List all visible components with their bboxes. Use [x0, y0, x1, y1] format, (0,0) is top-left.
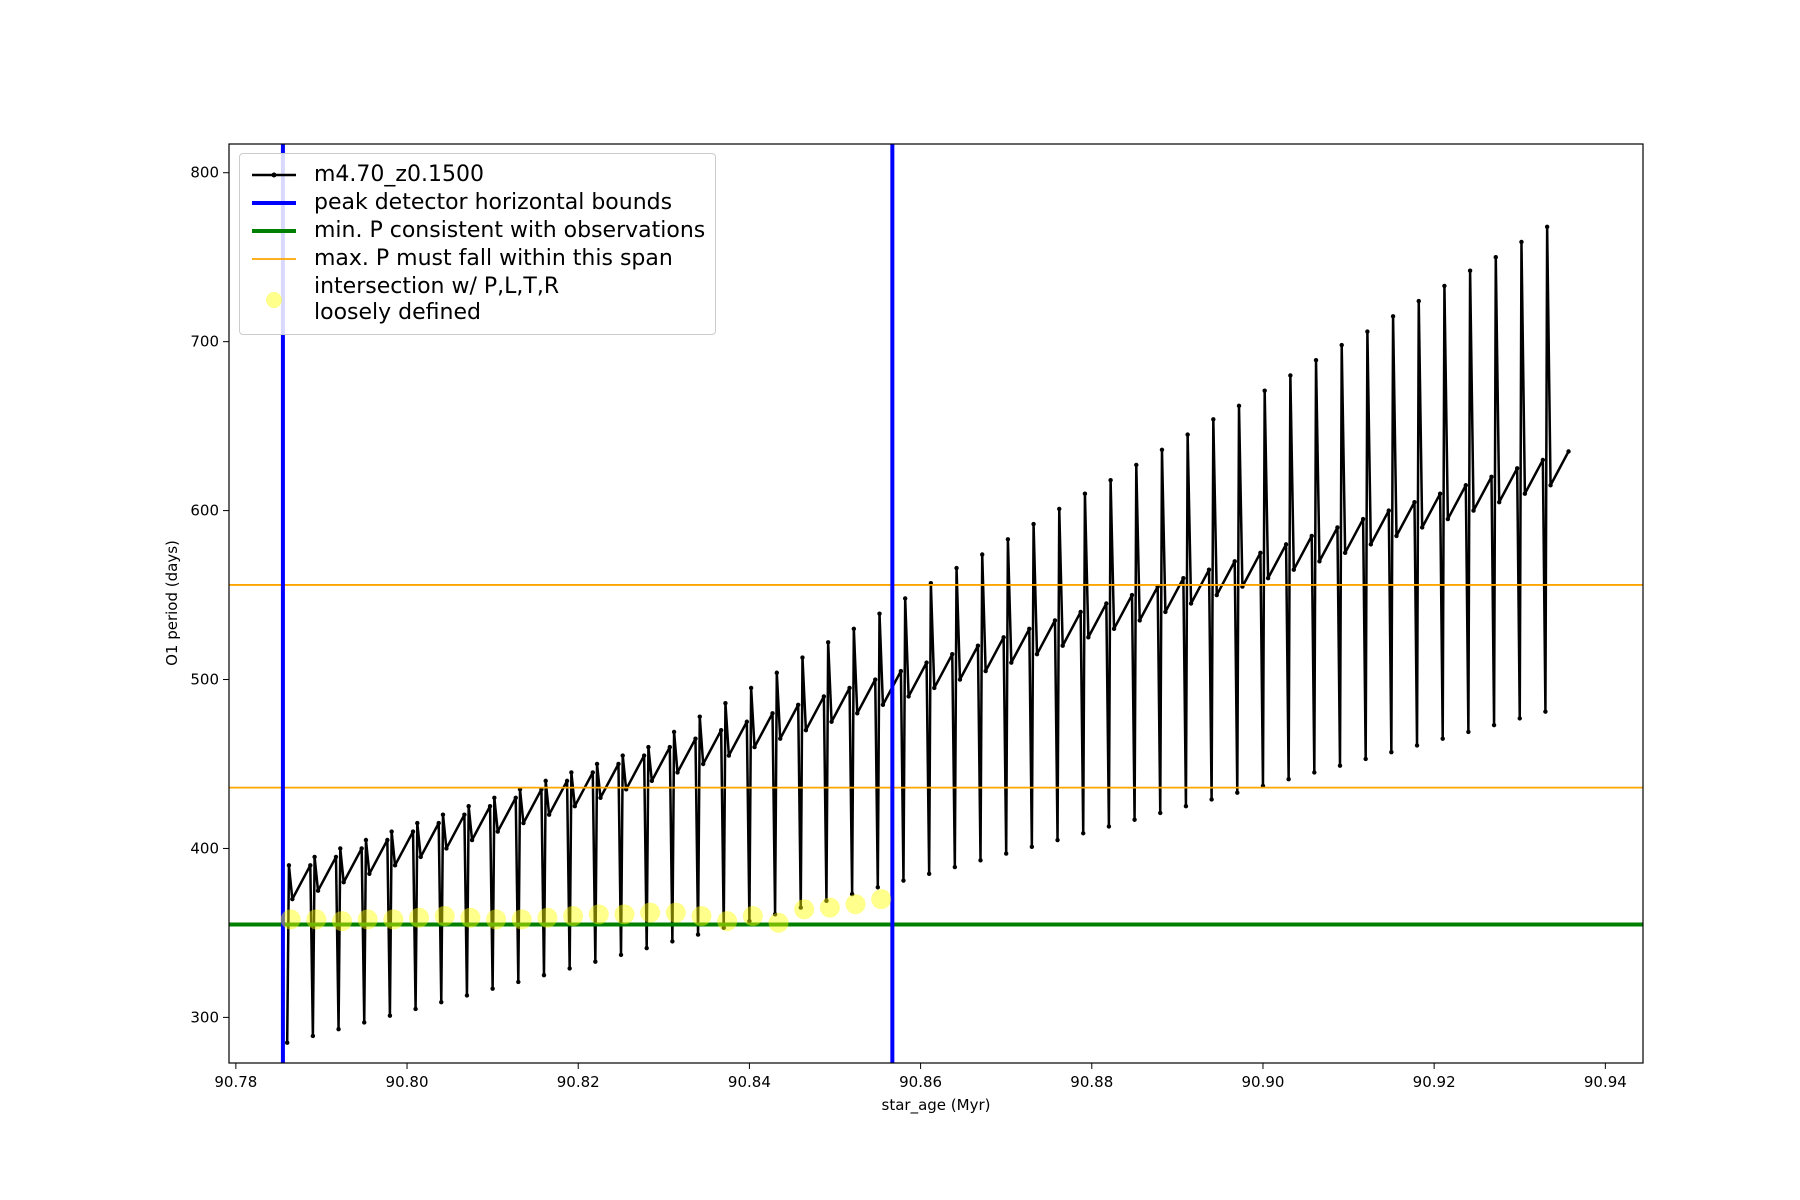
- x-tick-label: 90.92: [1413, 1073, 1456, 1091]
- scatter-point: [640, 902, 661, 923]
- y-tick-label: 300: [190, 1008, 219, 1026]
- legend-label: min. P consistent with observations: [314, 218, 706, 243]
- scatter-point: [306, 909, 327, 930]
- scatter-point: [614, 904, 635, 925]
- x-tick-label: 90.90: [1241, 1073, 1284, 1091]
- legend-mark: [271, 172, 277, 178]
- legend-entry: max. P must fall within this span: [248, 246, 705, 272]
- data-line: [284, 224, 1571, 1045]
- x-tick-label: 90.88: [1070, 1073, 1113, 1091]
- y-axis-label: O1 period (days): [163, 540, 181, 666]
- legend-label: m4.70_z0.1500: [314, 162, 484, 187]
- legend-symbol: [266, 292, 282, 308]
- scatter-point: [742, 906, 763, 927]
- scatter-point: [280, 909, 301, 930]
- legend-label: intersection w/ P,L,T,R loosely defined: [314, 274, 560, 325]
- x-tick-label: 90.86: [899, 1073, 942, 1091]
- y-tick-label: 800: [190, 164, 219, 182]
- scatter-point: [383, 909, 404, 930]
- y-tick-label: 400: [190, 839, 219, 857]
- plot-frame: [228, 143, 1644, 1064]
- scatter-point: [691, 906, 712, 927]
- scatter-point: [460, 907, 481, 928]
- scatter-point: [434, 906, 455, 927]
- scatter-point: [717, 911, 738, 932]
- scatter-point: [588, 904, 609, 925]
- scatter-point: [409, 907, 430, 928]
- scatter-point: [511, 909, 532, 930]
- scatter-point: [563, 906, 584, 927]
- scatter-point: [845, 894, 866, 915]
- legend-symbol: [252, 258, 296, 260]
- scatter-point: [357, 909, 378, 930]
- scatter-point: [486, 909, 507, 930]
- legend-symbol: [252, 201, 296, 205]
- x-tick-label: 90.80: [386, 1073, 429, 1091]
- legend-mark: [266, 292, 282, 308]
- y-tick-label: 500: [190, 671, 219, 689]
- x-axis-label: star_age (Myr): [882, 1096, 991, 1115]
- scatter-point: [794, 899, 815, 920]
- plot-layer: [229, 144, 1643, 1063]
- scatter-point: [819, 897, 840, 918]
- scatter-point: [331, 911, 352, 932]
- legend-label: peak detector horizontal bounds: [314, 190, 673, 215]
- x-tick-label: 90.84: [728, 1073, 771, 1091]
- scatter-point: [537, 907, 558, 928]
- scatter-point: [768, 912, 789, 933]
- legend-entry: min. P consistent with observations: [248, 218, 705, 244]
- y-tick-label: 700: [190, 333, 219, 351]
- legend-entry: intersection w/ P,L,T,R loosely defined: [248, 274, 705, 326]
- y-tick-label: 600: [190, 502, 219, 520]
- x-tick-label: 90.78: [214, 1073, 257, 1091]
- legend-entry: peak detector horizontal bounds: [248, 190, 705, 216]
- legend-symbol: [252, 229, 296, 233]
- scatter-point: [871, 889, 892, 910]
- scatter-point: [665, 902, 686, 923]
- legend-symbol: [252, 172, 296, 178]
- legend-label: max. P must fall within this span: [314, 246, 673, 271]
- x-tick-label: 90.94: [1584, 1073, 1627, 1091]
- x-tick-label: 90.82: [557, 1073, 600, 1091]
- legend-entry: m4.70_z0.1500: [248, 162, 705, 188]
